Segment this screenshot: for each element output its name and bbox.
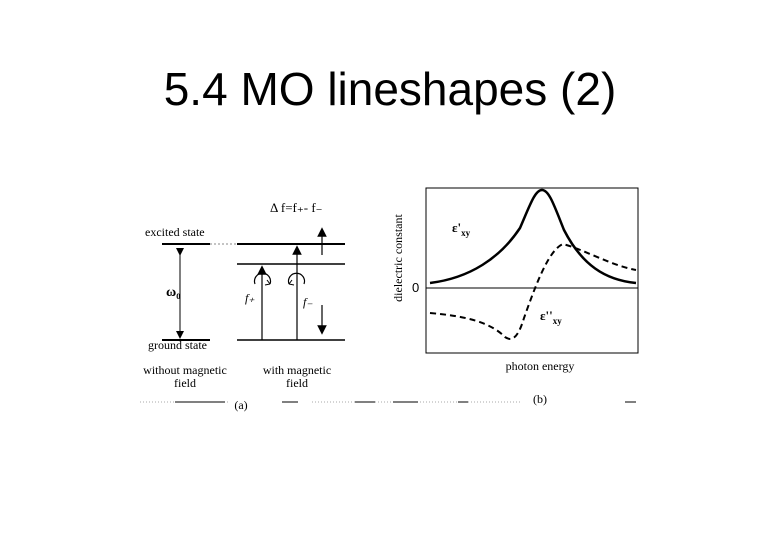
x-axis-label: photon energy <box>506 359 575 373</box>
y-axis-label: dielectric constant <box>391 214 405 302</box>
panel-a-caption: (a) <box>234 398 247 412</box>
f-minus-label: f₋ <box>303 295 313 309</box>
with-field-label-1: with magnetic <box>263 363 331 377</box>
excited-state-label: excited state <box>145 225 205 239</box>
energy-level-diagram: Δ f=f₊- f₋ excited state ω₀ f₊ f₋ ground… <box>143 200 345 390</box>
delta-f-label: Δ f=f₊- f₋ <box>270 200 323 215</box>
lineshape-plot: 0 dielectric constant ε'xy ε''xy photon … <box>391 187 639 373</box>
eps-real-label: ε'xy <box>452 220 471 238</box>
f-plus-label: f₊ <box>245 291 255 305</box>
with-field-label-2: field <box>286 376 308 390</box>
ground-state-label: ground state <box>148 338 207 352</box>
circular-polarization-right-icon <box>253 272 272 285</box>
eps-real-curve <box>429 188 637 285</box>
zero-label: 0 <box>412 280 419 295</box>
without-field-label-1: without magnetic <box>143 363 227 377</box>
plot-frame <box>425 187 639 354</box>
slide-title: 5.4 MO lineshapes (2) <box>163 63 617 115</box>
circular-polarization-left-icon <box>287 272 306 285</box>
eps-imag-curve <box>429 242 637 340</box>
without-field-label-2: field <box>174 376 196 390</box>
panel-b-caption: (b) <box>533 392 547 406</box>
eps-imag-label: ε''xy <box>540 308 562 326</box>
omega0-label: ω₀ <box>166 285 180 300</box>
